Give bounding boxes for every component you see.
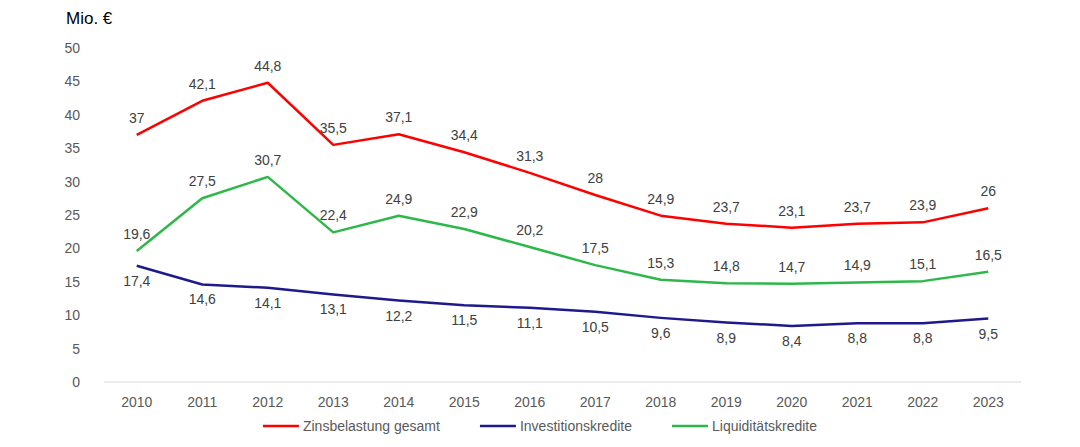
data-label: 8,8: [848, 330, 868, 346]
y-axis-label: Mio. €: [66, 9, 113, 28]
x-tick-label: 2017: [580, 394, 611, 410]
data-label: 8,8: [913, 330, 933, 346]
data-label: 24,9: [385, 191, 412, 207]
data-label: 35,5: [320, 120, 347, 136]
data-label: 12,2: [385, 308, 412, 324]
x-tick-label: 2015: [449, 394, 480, 410]
series-line: [137, 83, 989, 228]
data-label: 19,6: [123, 226, 150, 242]
series-line: [137, 177, 989, 284]
data-label: 14,1: [254, 295, 281, 311]
x-tick-label: 2010: [121, 394, 152, 410]
data-label: 9,6: [651, 325, 671, 341]
x-tick-label: 2020: [776, 394, 807, 410]
data-label: 34,4: [451, 127, 478, 143]
y-tick-label: 5: [72, 341, 80, 357]
series-line: [137, 266, 989, 326]
tick-mark: [100, 215, 104, 216]
data-label: 14,6: [189, 291, 216, 307]
data-label: 23,9: [909, 197, 936, 213]
tick-mark: [100, 148, 104, 149]
data-label: 14,9: [844, 257, 871, 273]
data-labels: 37 42,1 44,8 35,5 37,1 34,4 31,3 28 24,9 23,7 23,1…: [123, 58, 1002, 349]
tick-mark: [100, 281, 104, 282]
x-tick-label: 2011: [187, 394, 217, 410]
data-label: 14,8: [713, 258, 740, 274]
data-label: 13,1: [320, 301, 347, 317]
legend-swatch: [672, 425, 708, 428]
data-label: 31,3: [516, 148, 543, 164]
data-label: 24,9: [647, 191, 674, 207]
y-tick-label: 20: [64, 240, 80, 256]
tick-mark: [100, 315, 104, 316]
data-label: 37,1: [385, 109, 412, 125]
y-tick-label: 50: [64, 40, 80, 56]
tick-mark: [100, 382, 104, 383]
legend-label: Zinsbelastung gesamt: [303, 418, 440, 434]
y-tick-label: 15: [64, 274, 80, 290]
data-label: 15,1: [909, 256, 936, 272]
data-label: 26: [980, 183, 996, 199]
x-tick-label: 2012: [252, 394, 283, 410]
data-label: 15,3: [647, 255, 674, 271]
tick-mark: [100, 81, 104, 82]
data-label: 23,7: [844, 199, 871, 215]
tick-mark: [100, 114, 104, 115]
x-tick-label: 2022: [907, 394, 938, 410]
data-label: 8,9: [717, 330, 737, 346]
legend-label: Investitionskredite: [520, 418, 632, 434]
legend-swatch: [480, 425, 516, 428]
data-label: 27,5: [189, 173, 216, 189]
y-tick-label: 40: [64, 107, 80, 123]
x-tick-label: 2018: [645, 394, 676, 410]
data-label: 37: [129, 110, 145, 126]
data-label: 20,2: [516, 222, 543, 238]
x-tick-label: 2014: [383, 394, 414, 410]
x-tick-label: 2021: [842, 394, 873, 410]
x-tick-label: 2013: [318, 394, 349, 410]
data-label: 23,1: [778, 203, 805, 219]
legend-label: Liquiditätskredite: [712, 418, 817, 434]
tick-mark: [100, 48, 104, 49]
data-label: 14,7: [778, 259, 805, 275]
data-label: 30,7: [254, 152, 281, 168]
x-tick-label: 2023: [973, 394, 1004, 410]
tick-mark: [100, 348, 104, 349]
x-tick-label: 2016: [514, 394, 545, 410]
data-label: 10,5: [582, 319, 609, 335]
data-label: 44,8: [254, 58, 281, 74]
y-tick-label: 25: [64, 207, 80, 223]
data-label: 23,7: [713, 199, 740, 215]
data-label: 17,4: [123, 273, 150, 289]
y-tick-label: 10: [64, 307, 80, 323]
data-label: 8,4: [782, 333, 802, 349]
series-group: [137, 83, 989, 326]
chart: Mio. € 0 5 10 15 20 25 30 35 40 45 50 2010 2011 2012 20…: [0, 0, 1080, 447]
data-label: 11,1: [517, 315, 543, 331]
data-label: 22,9: [451, 204, 478, 220]
data-label: 9,5: [979, 326, 999, 342]
y-tick-label: 45: [64, 73, 80, 89]
y-tick-label: 30: [64, 174, 80, 190]
legend-swatch: [263, 425, 299, 428]
data-label: 11,5: [451, 312, 477, 328]
x-axis: [104, 382, 1021, 383]
legend: Zinsbelastung gesamt Investitionskredite L…: [263, 418, 817, 434]
data-label: 22,4: [320, 207, 347, 223]
data-label: 28: [587, 170, 603, 186]
tick-mark: [100, 248, 104, 249]
data-label: 16,5: [975, 247, 1002, 263]
tick-mark: [100, 181, 104, 182]
x-tick-label: 2019: [711, 394, 742, 410]
y-tick-label: 35: [64, 140, 80, 156]
data-label: 17,5: [582, 240, 609, 256]
data-label: 42,1: [189, 76, 216, 92]
y-tick-label: 0: [72, 374, 80, 390]
